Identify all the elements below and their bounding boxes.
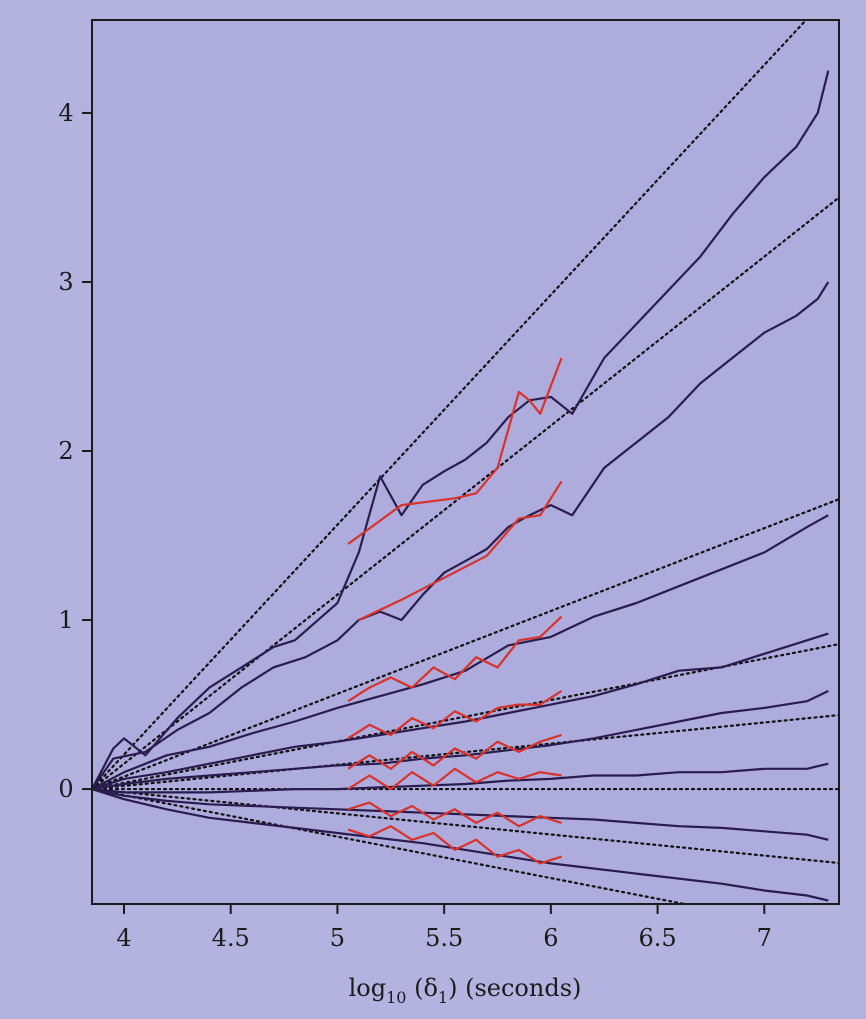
x-tick-label: 4.5 xyxy=(212,924,250,952)
x-axis-label-subscript: 10 xyxy=(386,988,406,1007)
series-lines xyxy=(92,70,830,902)
y-tick-label: 0 xyxy=(58,775,73,803)
x-tick-label: 6 xyxy=(543,924,558,952)
series-line-1 xyxy=(92,70,830,790)
x-tick-label: 4 xyxy=(116,924,131,952)
x-axis-label-base: log xyxy=(349,974,387,1002)
y-tick-label: 2 xyxy=(58,437,73,465)
x-axis-label-subscript-2: 1 xyxy=(438,988,448,1007)
x-axis-label-middle: (δ xyxy=(406,974,437,1002)
overlay-line-5 xyxy=(347,733,562,770)
series-line-2 xyxy=(92,281,830,790)
series-line-6 xyxy=(92,762,829,794)
x-tick-label: 5.5 xyxy=(425,924,463,952)
plot-background xyxy=(92,20,839,904)
overlay-line-6 xyxy=(347,767,562,791)
x-axis: 4 4.5 5 5.5 6 6.5 7 xyxy=(116,904,772,952)
reference-line-5 xyxy=(92,714,839,791)
series-line-5 xyxy=(92,690,829,791)
x-axis-label-tail: ) (seconds) xyxy=(448,974,581,1002)
overlay-line-2 xyxy=(358,480,563,621)
overlay-line-8 xyxy=(347,825,562,865)
overlay-line-7 xyxy=(347,801,562,828)
reference-line-3 xyxy=(92,498,839,791)
overlay-lines xyxy=(347,357,563,865)
overlay-line-4 xyxy=(347,690,563,740)
reference-line-2 xyxy=(92,196,839,791)
reference-line-1 xyxy=(92,20,808,791)
series-line-8 xyxy=(92,788,829,902)
y-axis: 0 1 2 3 4 xyxy=(58,99,92,803)
x-tick-label: 5 xyxy=(330,924,345,952)
series-line-3 xyxy=(92,514,829,791)
plot-area xyxy=(91,19,840,905)
plot-frame xyxy=(91,19,840,905)
x-tick-label: 6.5 xyxy=(638,924,676,952)
reference-line-7 xyxy=(92,787,839,865)
y-tick-label: 4 xyxy=(58,99,73,127)
x-axis-label: log10 (δ1) (seconds) xyxy=(349,974,582,1007)
x-tick-label: 7 xyxy=(757,924,772,952)
overlay-line-1 xyxy=(347,357,563,545)
y-tick-label: 3 xyxy=(58,268,73,296)
overlay-line-3 xyxy=(347,615,563,703)
y-tick-label: 1 xyxy=(58,606,73,634)
series-line-7 xyxy=(92,788,829,841)
series-line-4 xyxy=(92,632,829,791)
reference-line-8 xyxy=(92,787,691,904)
